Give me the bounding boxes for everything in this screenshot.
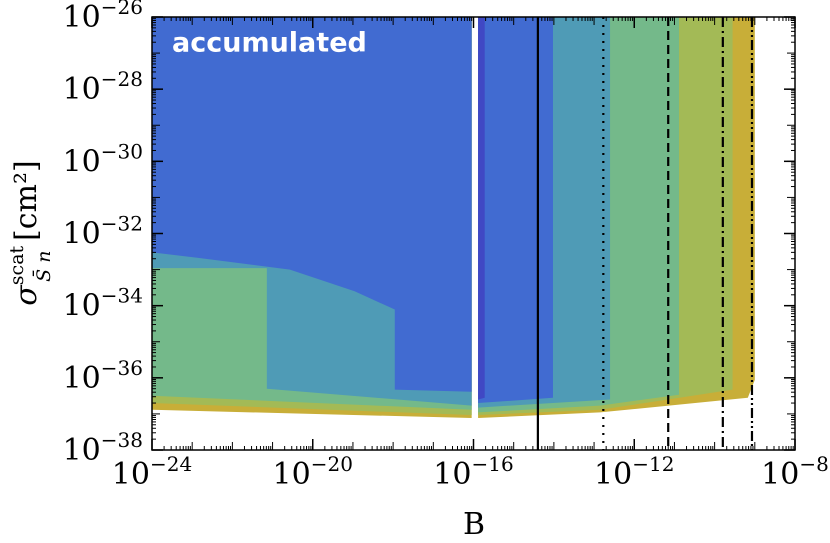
tick-label: 10−26 xyxy=(63,0,143,35)
contour-region xyxy=(152,17,472,392)
tick-label: 10−30 xyxy=(63,139,143,179)
tick-label: 10−8 xyxy=(761,452,829,492)
contour-region xyxy=(478,17,553,404)
tick-label: 10−38 xyxy=(63,428,143,468)
tick-label: 10−20 xyxy=(273,452,353,492)
tick-label: 10−36 xyxy=(63,356,143,396)
tick-label: 10−32 xyxy=(63,212,143,252)
tick-label: 10−12 xyxy=(594,452,674,492)
y-axis-label: σscat S̄ n [cm²] xyxy=(6,160,55,305)
y-label-sup: scat xyxy=(6,245,28,285)
tick-label: 10−24 xyxy=(112,452,192,492)
annotation: accumulated xyxy=(172,28,367,59)
tick-label: 10−16 xyxy=(433,452,513,492)
y-label-unit: [cm²] xyxy=(9,160,44,250)
plot-area xyxy=(152,17,755,450)
x-axis-label: B xyxy=(463,507,485,542)
tick-label: 10−28 xyxy=(63,67,143,107)
tick-label: 10−34 xyxy=(63,284,143,324)
y-label-sub: S̄ n xyxy=(32,251,55,282)
contour-region xyxy=(478,17,485,400)
y-label-symbol: σ xyxy=(9,284,44,306)
